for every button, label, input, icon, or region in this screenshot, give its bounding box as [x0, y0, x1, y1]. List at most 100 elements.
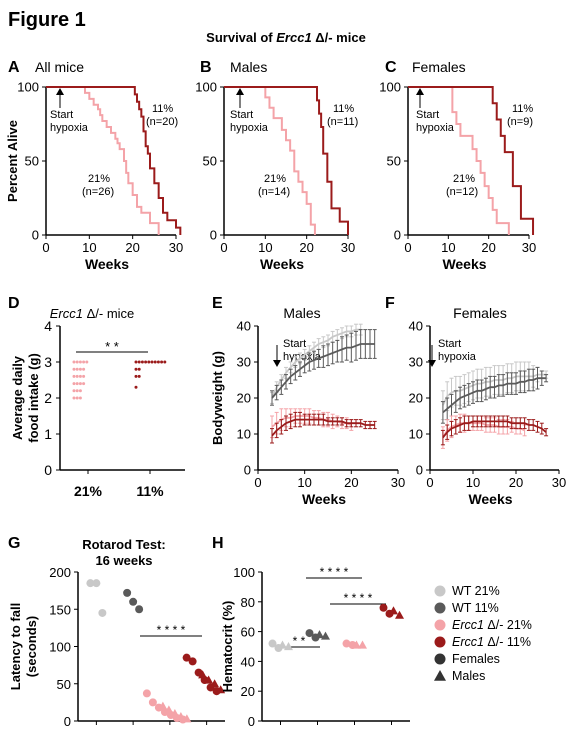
chart-F-ytick-label: 0: [416, 463, 423, 478]
chart-e-bodyweight-males: 0 10 20 30 40 0 10 20 30 Weeks Bodyweight (g): [210, 319, 405, 508]
chart-D-ytick-label: 3: [44, 354, 52, 370]
chart-D-point: [160, 360, 164, 364]
legend-label: Ercc1 Δ/- 11%: [452, 635, 531, 649]
chart-D-point: [134, 360, 138, 364]
chart-C-series-21pct: [408, 86, 510, 235]
chart-B-xtick-label: 30: [341, 240, 355, 255]
chart-G-point: [129, 597, 138, 606]
chart-G-point: [158, 701, 168, 710]
panel-g-significance: * * * *: [140, 623, 202, 637]
chart-G-point: [216, 685, 226, 694]
chart-D-point: [78, 374, 82, 378]
panel-a-title: All mice: [35, 59, 84, 75]
chart-H-ytick-label: 80: [241, 595, 255, 610]
chart-G-ytick-label: 200: [49, 565, 71, 580]
legend-label-text: Δ/- 21%: [484, 618, 532, 632]
chart-C-xtick-label: 0: [404, 240, 411, 255]
chart-E-ytick-label: 40: [237, 319, 251, 334]
chart-E-series-line: [271, 418, 375, 437]
chart-B-series-21pct: [224, 86, 316, 235]
chart-G-ytick-label: 100: [49, 640, 71, 655]
chart-D-point: [147, 360, 151, 364]
chart-G-point: [92, 579, 101, 588]
legend-label-text: Δ/- 11%: [484, 635, 531, 649]
chart-G-ylabel-line1: Latency to fall: [8, 603, 23, 690]
chart-A-series-21pct: [46, 86, 160, 235]
chart-D-point: [134, 374, 138, 378]
chart-f-bodyweight-females: 0 10 20 30 40 0 10 20 30 Weeks: [409, 319, 567, 508]
chart-D-ytick-label: 1: [44, 426, 52, 442]
survival-title: Survival of Ercc1 Δ/- mice: [206, 30, 366, 45]
chart-F-xtick-label: 0: [426, 475, 433, 490]
chart-E-ylabel: Bodyweight (g): [210, 351, 225, 445]
chart-F-xlabel: Weeks: [468, 491, 512, 507]
chart-E-xtick-label: 30: [391, 475, 405, 490]
panel-letter-f: F: [385, 295, 395, 312]
chart-G-point: [176, 712, 186, 721]
legend-label: WT 11%: [452, 601, 499, 615]
chart-G-point: [210, 679, 220, 688]
chart-D-ylabel-line1: Average daily: [10, 355, 25, 440]
panel-letter-e: E: [212, 295, 223, 312]
chart-D-point: [72, 367, 76, 371]
panel-e-title: Males: [283, 305, 320, 321]
chart-D-point: [78, 389, 82, 393]
chart-E-xtick-label: 20: [344, 475, 358, 490]
chart-a-survival-all: 0 50 100 0 10 20 30 Weeks Percent Alive: [5, 80, 183, 273]
chart-G-point: [135, 605, 144, 614]
legend-label-text: Females: [452, 652, 500, 666]
legend-swatch-triangle: [434, 670, 446, 681]
chart-G-point: [98, 608, 107, 617]
chart-H-point: [305, 629, 314, 638]
panel-h-significance: * * * * * * * * * *: [278, 565, 386, 648]
chart-E-ytick-label: 10: [237, 427, 251, 442]
chart-A-xtick-label: 20: [125, 240, 139, 255]
chart-H-point: [358, 640, 367, 649]
panel-b-annotations: Start hypoxia 11% (n=11) 21% (n=14): [230, 88, 358, 198]
chart-F-ytick-label: 20: [409, 391, 423, 406]
chart-A-ytick-label: 100: [17, 80, 39, 95]
chart-D-point: [78, 367, 82, 371]
legend-label-gene: Ercc1: [452, 618, 484, 632]
panel-letter-g: G: [8, 535, 20, 552]
panel-d-stars: * *: [105, 339, 119, 354]
panel-b-hypoxia-label: hypoxia: [230, 122, 269, 134]
chart-D-point: [153, 360, 157, 364]
chart-D-point: [134, 385, 138, 389]
chart-D-point: [82, 382, 86, 386]
chart-G-point: [86, 579, 95, 588]
chart-B-series-11pct: [224, 86, 349, 235]
chart-C-xtick-label: 20: [481, 240, 495, 255]
chart-D-point: [78, 396, 82, 400]
chart-H-point: [389, 606, 398, 615]
chart-A-xlabel: Weeks: [85, 256, 129, 272]
chart-F-ytick-label: 40: [409, 319, 423, 334]
panel-a-label-21: 21%: [88, 173, 110, 185]
chart-A-series-11pct: [46, 86, 182, 235]
panel-c-annotations: Start hypoxia 11% (n=9) 21% (n=12): [416, 88, 533, 198]
legend-label: Males: [452, 669, 485, 683]
chart-E-xtick-label: 0: [254, 475, 261, 490]
legend-label: WT 21%: [452, 584, 500, 598]
panel-letter-d: D: [8, 295, 20, 312]
panel-a-start-label: Start: [50, 109, 73, 121]
panel-g-title-line2: 16 weeks: [95, 553, 152, 568]
chart-F-ytick-label: 10: [409, 427, 423, 442]
panel-e-start-label: Start: [283, 338, 306, 350]
chart-b-survival-males: 0 50 100 0 10 20 30 Weeks: [195, 80, 355, 273]
chart-D-ylabel: Average dailyfood intake (g): [10, 353, 41, 443]
chart-G-point: [182, 714, 192, 723]
legend-label: Females: [452, 652, 500, 666]
panel-b-title: Males: [230, 59, 267, 75]
chart-A-ytick-label: 0: [32, 228, 39, 243]
chart-D-category-label: 21%: [74, 483, 103, 499]
chart-D-ytick-label: 4: [44, 318, 52, 334]
chart-D-point: [85, 360, 89, 364]
chart-E-ytick-label: 30: [237, 355, 251, 370]
chart-D-point: [75, 360, 79, 364]
chart-F-series-line: [442, 422, 525, 439]
chart-G-point: [142, 689, 151, 698]
legend-swatch-circle: [434, 653, 446, 665]
chart-D-ytick-label: 0: [44, 462, 52, 478]
chart-D-point: [72, 360, 76, 364]
